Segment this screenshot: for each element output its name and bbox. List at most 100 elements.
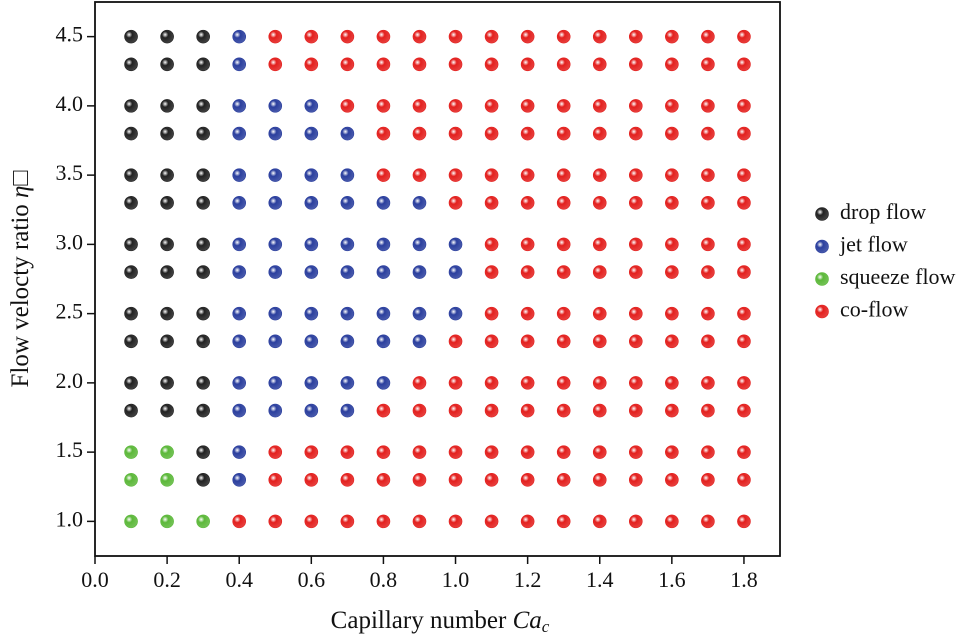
data-point bbox=[412, 445, 427, 459]
data-point bbox=[268, 265, 283, 279]
data-point bbox=[448, 403, 463, 418]
data-point bbox=[124, 168, 138, 182]
data-point bbox=[304, 99, 319, 113]
data-point bbox=[160, 99, 174, 113]
data-point bbox=[592, 334, 607, 349]
data-point bbox=[737, 168, 751, 182]
data-point bbox=[484, 57, 499, 72]
data-point bbox=[124, 306, 138, 321]
data-point bbox=[484, 306, 499, 321]
data-point bbox=[556, 403, 571, 418]
data-point bbox=[556, 473, 571, 487]
data-point bbox=[448, 196, 463, 210]
data-point bbox=[160, 57, 174, 72]
data-point bbox=[556, 237, 571, 252]
data-point bbox=[556, 168, 571, 182]
x-tick-label: 1.8 bbox=[730, 567, 758, 592]
x-tick-label: 1.0 bbox=[442, 567, 470, 592]
x-tick-label: 1.6 bbox=[658, 567, 686, 592]
data-point bbox=[340, 196, 355, 210]
data-point bbox=[448, 473, 463, 487]
data-point bbox=[556, 57, 571, 72]
data-point bbox=[304, 445, 319, 459]
data-point bbox=[340, 334, 355, 349]
data-point bbox=[665, 265, 679, 279]
data-point bbox=[520, 196, 535, 210]
data-point bbox=[412, 237, 427, 252]
data-point bbox=[520, 126, 535, 141]
data-point bbox=[304, 196, 319, 210]
data-point bbox=[124, 473, 138, 487]
data-point bbox=[412, 403, 427, 418]
data-point bbox=[665, 29, 679, 44]
data-point bbox=[196, 168, 210, 182]
data-point bbox=[196, 57, 210, 72]
data-point bbox=[160, 265, 174, 279]
data-point bbox=[701, 99, 715, 113]
data-point bbox=[268, 514, 283, 529]
data-point bbox=[304, 126, 319, 141]
data-point bbox=[520, 57, 535, 72]
data-point bbox=[701, 237, 715, 252]
data-point bbox=[268, 445, 283, 459]
data-point bbox=[628, 306, 643, 321]
x-tick-label: 0.0 bbox=[81, 567, 109, 592]
data-point bbox=[701, 306, 715, 321]
data-point bbox=[556, 196, 571, 210]
data-point bbox=[268, 57, 283, 72]
data-point bbox=[628, 168, 643, 182]
data-point bbox=[196, 265, 210, 279]
data-point bbox=[665, 376, 679, 390]
data-point bbox=[520, 265, 535, 279]
data-point bbox=[124, 237, 138, 252]
data-point bbox=[484, 403, 499, 418]
data-point bbox=[628, 237, 643, 252]
data-point bbox=[448, 29, 463, 44]
data-point bbox=[304, 237, 319, 252]
data-point bbox=[268, 334, 283, 349]
data-point bbox=[196, 334, 210, 349]
data-point bbox=[484, 99, 499, 113]
data-point bbox=[376, 334, 391, 349]
data-point bbox=[196, 126, 210, 141]
data-point bbox=[484, 237, 499, 252]
data-point bbox=[737, 514, 751, 529]
data-point bbox=[592, 306, 607, 321]
data-point bbox=[232, 376, 247, 390]
data-point bbox=[268, 196, 283, 210]
x-tick-label: 1.2 bbox=[514, 567, 542, 592]
data-point bbox=[592, 57, 607, 72]
data-point bbox=[376, 445, 391, 459]
data-point bbox=[737, 265, 751, 279]
data-point bbox=[304, 306, 319, 321]
data-point bbox=[124, 445, 138, 459]
y-tick-label: 1.5 bbox=[56, 437, 84, 462]
data-point bbox=[232, 306, 247, 321]
data-point bbox=[196, 445, 210, 459]
data-point bbox=[484, 376, 499, 390]
data-point bbox=[448, 514, 463, 529]
data-point bbox=[268, 29, 283, 44]
data-point bbox=[304, 168, 319, 182]
y-axis-label: Flow velocty ratio η□ bbox=[7, 170, 34, 388]
data-point bbox=[448, 445, 463, 459]
data-point bbox=[340, 403, 355, 418]
x-tick-label: 0.8 bbox=[370, 567, 398, 592]
data-point bbox=[556, 29, 571, 44]
data-point bbox=[448, 265, 463, 279]
data-point bbox=[665, 168, 679, 182]
legend-label: jet flow bbox=[839, 232, 908, 257]
data-point bbox=[448, 376, 463, 390]
data-point bbox=[628, 99, 643, 113]
y-tick-label: 3.0 bbox=[56, 229, 84, 254]
data-point bbox=[628, 403, 643, 418]
data-point bbox=[376, 473, 391, 487]
data-point bbox=[484, 473, 499, 487]
data-point bbox=[520, 99, 535, 113]
data-point bbox=[232, 99, 247, 113]
data-point bbox=[484, 168, 499, 182]
data-point bbox=[196, 403, 210, 418]
data-point bbox=[701, 376, 715, 390]
data-point bbox=[665, 99, 679, 113]
